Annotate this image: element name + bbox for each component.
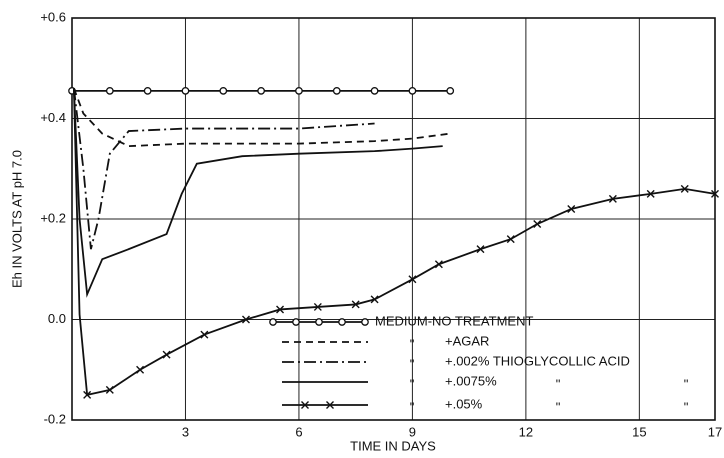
point-marker xyxy=(83,390,92,399)
legend-marker xyxy=(301,401,309,409)
point-marker xyxy=(105,87,114,95)
point-marker xyxy=(162,350,171,359)
plot-frame xyxy=(71,17,716,421)
legend-label: +AGAR xyxy=(445,333,489,348)
legend-ditto: " xyxy=(556,399,561,414)
point-marker xyxy=(533,220,542,229)
point-marker xyxy=(408,275,417,284)
point-marker xyxy=(711,189,719,198)
point-marker xyxy=(370,87,379,95)
point-marker xyxy=(136,365,145,374)
legend-marker xyxy=(361,318,369,326)
x-tick-label: 12 xyxy=(519,424,533,439)
point-marker xyxy=(646,189,655,198)
point-marker xyxy=(434,260,443,269)
legend-marker xyxy=(269,318,277,326)
x-tick-label: 3 xyxy=(182,424,189,439)
point-marker xyxy=(446,87,455,95)
point-marker xyxy=(506,235,515,244)
point-marker xyxy=(680,184,689,193)
y-tick-label: +0.6 xyxy=(40,9,66,24)
legend-label: +.002% THIOGLYCOLLIC ACID xyxy=(445,353,630,368)
x-axis-label: TIME IN DAYS xyxy=(350,438,436,453)
legend-label: +.0075% xyxy=(445,373,497,388)
legend-marker xyxy=(326,401,334,409)
point-marker xyxy=(608,194,617,203)
legend-marker xyxy=(338,318,346,326)
y-tick-label: +0.4 xyxy=(40,110,66,125)
legend-marker xyxy=(315,318,323,326)
legend-ditto: " xyxy=(410,376,415,391)
point-marker xyxy=(200,330,209,339)
point-marker xyxy=(241,315,250,324)
legend-ditto: " xyxy=(410,336,415,351)
y-axis-label: Eh IN VOLTS AT pH 7.0 xyxy=(9,150,24,288)
point-marker xyxy=(567,204,576,213)
legend-ditto: " xyxy=(684,376,689,391)
series-line xyxy=(73,88,451,148)
series-line xyxy=(72,88,716,396)
point-marker xyxy=(276,305,285,314)
x-tick-label: 9 xyxy=(409,424,416,439)
legend-marker xyxy=(292,318,300,326)
point-marker xyxy=(295,87,303,95)
y-tick-label: 0.0 xyxy=(48,311,66,326)
legend-ditto: " xyxy=(556,376,561,391)
x-tick-label: 6 xyxy=(295,424,302,439)
point-marker xyxy=(351,300,360,309)
point-marker xyxy=(181,87,190,95)
point-marker xyxy=(143,87,152,95)
point-marker xyxy=(219,87,228,95)
point-marker xyxy=(476,245,485,254)
x-tick-label: 15 xyxy=(632,424,646,439)
series-line xyxy=(72,88,443,298)
series-line xyxy=(72,88,375,250)
legend-label: +.05% xyxy=(445,396,483,411)
point-marker xyxy=(408,87,417,95)
point-marker xyxy=(332,87,341,95)
point-marker xyxy=(313,302,322,311)
y-tick-label: -0.2 xyxy=(44,411,66,426)
x-tick-label: 17 xyxy=(708,424,722,439)
legend-label: MEDIUM-NO TREATMENT xyxy=(375,313,533,328)
legend-ditto: " xyxy=(410,399,415,414)
point-marker xyxy=(257,87,265,95)
legend-ditto: " xyxy=(684,399,689,414)
legend-ditto: " xyxy=(410,356,415,371)
point-marker xyxy=(370,295,379,304)
y-tick-label: +0.2 xyxy=(40,210,66,225)
point-marker xyxy=(105,385,114,394)
